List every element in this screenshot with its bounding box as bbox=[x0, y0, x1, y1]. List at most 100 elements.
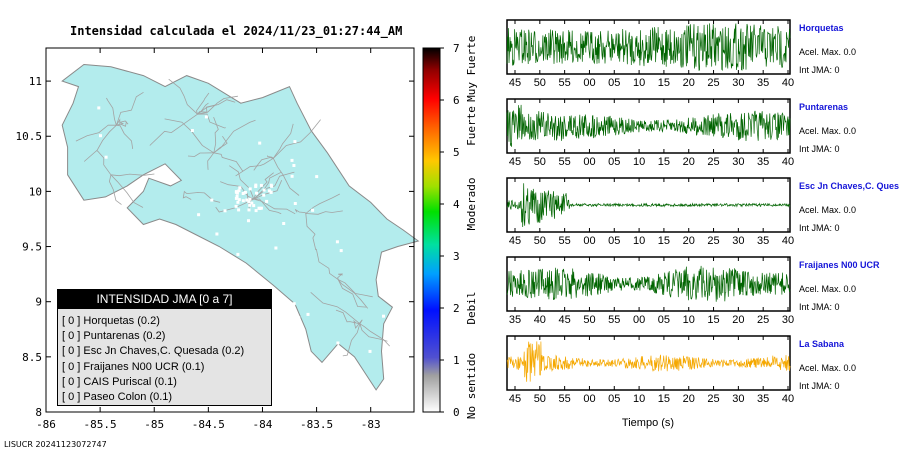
waveform-tick-label: 40 bbox=[782, 156, 794, 168]
road-line bbox=[338, 279, 373, 298]
map-frame bbox=[45, 47, 415, 413]
road-line bbox=[116, 118, 127, 127]
scale-tick-label: 6 bbox=[453, 94, 460, 107]
station-dot bbox=[290, 158, 294, 162]
station-dot bbox=[297, 316, 301, 320]
legend-item-value: (0.2) bbox=[137, 315, 160, 327]
station-dot bbox=[247, 219, 250, 223]
road-line bbox=[116, 124, 134, 149]
waveform-tick-label: 35 bbox=[509, 314, 521, 326]
road-line bbox=[197, 95, 238, 115]
road-line bbox=[267, 155, 274, 159]
road-line bbox=[337, 279, 369, 309]
road-line bbox=[187, 152, 214, 157]
intensity-legend: INTENSIDAD JMA [0 a 7] [ 0 ] Horquetas (… bbox=[57, 289, 272, 406]
waveform-tick-label: 30 bbox=[782, 314, 794, 326]
station-dot bbox=[237, 208, 241, 212]
station-dot bbox=[258, 141, 262, 145]
road-line bbox=[294, 209, 307, 214]
map-roads bbox=[75, 78, 390, 357]
road-line bbox=[108, 174, 122, 205]
station-dot bbox=[356, 138, 360, 142]
station-dot bbox=[241, 199, 245, 203]
waveform-station-name: Puntarenas bbox=[799, 102, 849, 112]
station-dot bbox=[235, 195, 239, 198]
waveform-tick-label: 10 bbox=[633, 393, 645, 405]
station-dot bbox=[315, 175, 319, 179]
legend-item-value: (0.1) bbox=[149, 390, 173, 403]
station-dot bbox=[197, 213, 201, 217]
waveform-tick-label: 25 bbox=[707, 235, 719, 247]
waveform-tick-label: 10 bbox=[633, 156, 645, 168]
road-line bbox=[272, 158, 300, 196]
station-dot bbox=[142, 281, 146, 285]
road-line bbox=[337, 279, 367, 308]
scale-level-label: Fuerte bbox=[465, 106, 478, 146]
road-line bbox=[335, 309, 360, 325]
legend-item-station: Fraijanes N00 UCR bbox=[83, 360, 179, 373]
waveform-tick-label: 35 bbox=[757, 77, 769, 89]
road-line bbox=[110, 174, 144, 208]
station-dot bbox=[348, 113, 352, 116]
waveform-station-name: Esc Jn Chaves,C. Ques bbox=[799, 181, 900, 191]
map-y-tick-label: 8.5 bbox=[22, 351, 42, 364]
waveform-tick-label: 25 bbox=[707, 393, 719, 405]
waveform-tick-label: 05 bbox=[608, 77, 620, 89]
waveform-tick-label: 10 bbox=[633, 77, 645, 89]
waveform-tick-label: 20 bbox=[683, 393, 695, 405]
station-dot bbox=[290, 174, 294, 178]
station-dot bbox=[311, 107, 315, 111]
station-dot bbox=[237, 189, 241, 193]
legend-item-station: Puntarenas bbox=[83, 330, 140, 343]
station-dot bbox=[136, 264, 140, 268]
road-line bbox=[273, 119, 321, 159]
road-line bbox=[83, 124, 117, 162]
station-dot bbox=[293, 202, 297, 205]
station-dot bbox=[234, 204, 238, 208]
waveform-trace bbox=[506, 23, 791, 71]
legend-item: [ 0 ] Fraijanes N00 UCR (0.1) bbox=[58, 360, 271, 375]
road-line bbox=[182, 190, 192, 200]
station-dot bbox=[267, 189, 271, 193]
waveform-tick-label: 55 bbox=[559, 393, 571, 405]
road-line bbox=[106, 97, 117, 126]
station-dot bbox=[204, 115, 208, 119]
waveform-tick-label: 20 bbox=[732, 314, 744, 326]
map-x-tick-label: -83.5 bbox=[300, 418, 333, 431]
waveform-accel-max: Acel. Max. 0.0 bbox=[799, 47, 857, 57]
waveform-trace bbox=[506, 183, 791, 228]
legend-item-station: Horquetas bbox=[83, 315, 135, 327]
scale-level-label: Moderado bbox=[465, 178, 478, 231]
station-dot bbox=[339, 249, 343, 253]
waveform-int-jma: Int JMA: 0 bbox=[799, 65, 840, 75]
station-dot bbox=[211, 260, 215, 264]
station-dot bbox=[292, 302, 296, 306]
station-dot bbox=[306, 312, 310, 316]
road-line bbox=[229, 165, 255, 200]
road-line bbox=[253, 172, 274, 200]
map-y-tick-label: 10.5 bbox=[16, 130, 43, 143]
station-dot bbox=[104, 155, 108, 159]
waveform-tick-label: 15 bbox=[658, 235, 670, 247]
footer-code: LISUCR 20241123072747 bbox=[4, 440, 107, 449]
legend-item: [ 0 ] Puntarenas (0.2) bbox=[58, 329, 271, 344]
waveform-int-jma: Int JMA: 0 bbox=[799, 144, 840, 154]
road-line bbox=[272, 123, 294, 159]
legend-item-station: CAIS Puriscal bbox=[83, 375, 152, 388]
waveform-tick-label: 20 bbox=[683, 235, 695, 247]
station-dot bbox=[270, 184, 274, 188]
map-y-tick-label: 11 bbox=[29, 75, 42, 88]
station-dot bbox=[247, 208, 251, 212]
road-line bbox=[253, 198, 282, 215]
waveform-tick-label: 25 bbox=[707, 77, 719, 89]
road-line bbox=[359, 323, 390, 347]
road-line bbox=[315, 248, 339, 280]
legend-item-value: (0.1) bbox=[154, 375, 177, 388]
waveform-tick-label: 35 bbox=[757, 156, 769, 168]
road-line bbox=[305, 210, 343, 215]
waveform-tick-label: 50 bbox=[534, 393, 546, 405]
waveform-tick-label: 45 bbox=[509, 393, 521, 405]
waveform-tick-label: 45 bbox=[509, 156, 521, 168]
